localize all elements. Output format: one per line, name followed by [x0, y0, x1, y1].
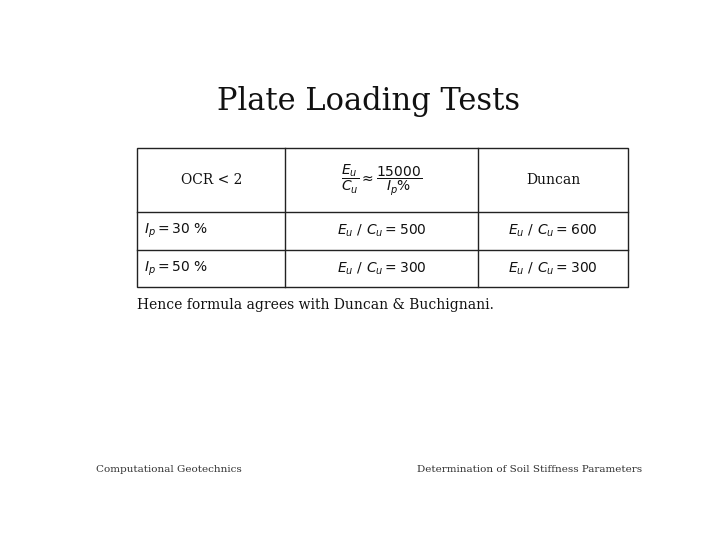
Text: $E_u\ /\ C_u = 300$: $E_u\ /\ C_u = 300$ [337, 260, 426, 276]
Text: Computational Geotechnics: Computational Geotechnics [96, 465, 241, 474]
Text: $E_u\ /\ C_u = 500$: $E_u\ /\ C_u = 500$ [337, 223, 426, 239]
Text: Duncan: Duncan [526, 173, 580, 187]
Text: $E_u\ /\ C_u = 600$: $E_u\ /\ C_u = 600$ [508, 223, 598, 239]
Text: $I_p = 30\ \%$: $I_p = 30\ \%$ [144, 222, 208, 240]
Text: Determination of Soil Stiffness Parameters: Determination of Soil Stiffness Paramete… [418, 465, 642, 474]
Text: Hence formula agrees with Duncan & Buchignani.: Hence formula agrees with Duncan & Buchi… [138, 298, 495, 312]
Bar [138, 148, 629, 287]
Text: OCR < 2: OCR < 2 [181, 173, 242, 187]
Text: Plate Loading Tests: Plate Loading Tests [217, 85, 521, 117]
Text: $I_p = 50\ \%$: $I_p = 50\ \%$ [144, 259, 208, 278]
Text: $\dfrac{E_u}{C_u} \approx \dfrac{15000}{I_p\%}$: $\dfrac{E_u}{C_u} \approx \dfrac{15000}{… [341, 163, 422, 198]
Text: $E_u\ /\ C_u = 300$: $E_u\ /\ C_u = 300$ [508, 260, 598, 276]
